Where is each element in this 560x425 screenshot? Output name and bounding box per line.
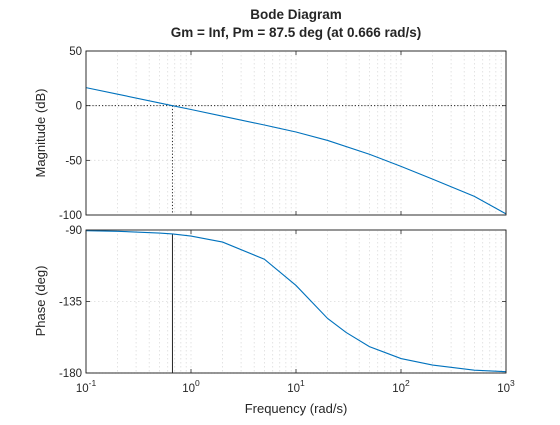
magnitude-ytick-label: -100 — [59, 210, 82, 222]
magnitude-ytick-label: 50 — [69, 46, 82, 58]
frequency-xtick-label: 100 — [182, 378, 200, 395]
magnitude-ytick-label: 0 — [76, 101, 82, 113]
frequency-xtick-label: 101 — [287, 378, 305, 395]
magnitude-ytick-label: -50 — [65, 155, 82, 167]
phase-ytick-label: -90 — [65, 225, 82, 237]
phase-ylabel: Phase (deg) — [33, 266, 48, 337]
magnitude-ylabel: Magnitude (dB) — [33, 89, 48, 178]
magnitude-panel: 50 0 -50 -100 — [59, 46, 507, 222]
frequency-xtick-label: 102 — [392, 378, 410, 395]
frequency-xtick-label: 103 — [497, 378, 515, 395]
chart-title: Bode Diagram — [250, 7, 342, 22]
phase-curve — [85, 230, 507, 373]
frequency-xlabel: Frequency (rad/s) — [245, 401, 348, 416]
phase-ytick-label: -135 — [59, 297, 82, 309]
phase-ytick-label: -180 — [59, 368, 82, 380]
magnitude-axes-frame — [85, 50, 507, 216]
chart-subtitle: Gm = Inf, Pm = 87.5 deg (at 0.666 rad/s) — [171, 25, 422, 40]
magnitude-curve — [85, 87, 507, 215]
phase-axes-frame — [85, 229, 507, 374]
frequency-xtick-label: 10-1 — [76, 378, 97, 395]
